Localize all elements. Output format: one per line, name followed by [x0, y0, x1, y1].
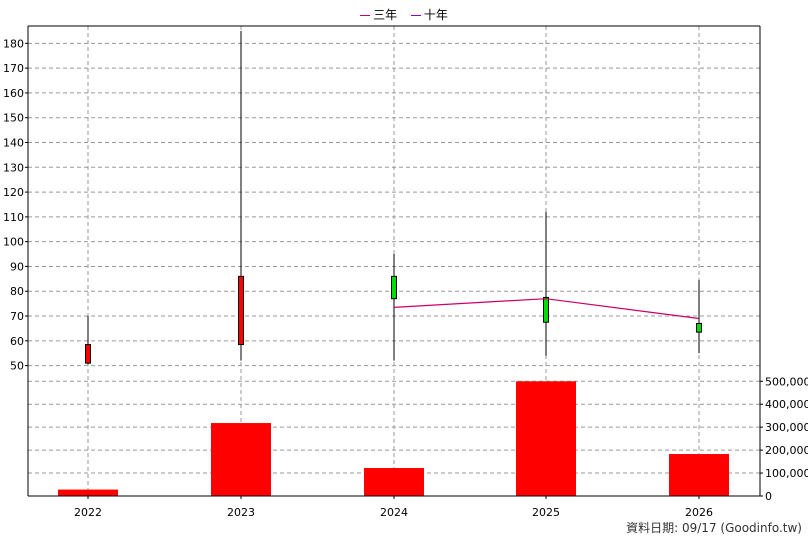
price-tick-label: 130 [3, 161, 24, 174]
price-tick-label: 70 [10, 310, 24, 323]
legend: 三年 十年 [0, 6, 808, 23]
legend-item-3yr: 三年 [360, 6, 397, 23]
candle-body [238, 275, 244, 346]
x-tick-label: 2023 [227, 506, 255, 519]
legend-label-3yr: 三年 [373, 8, 398, 22]
price-tick-label: 50 [10, 360, 24, 373]
legend-swatch-3yr [360, 15, 371, 16]
price-tick-label: 160 [3, 87, 24, 100]
price-tick-label: 90 [10, 260, 24, 273]
volume-tick-label: 400,000 [765, 398, 808, 411]
price-tick-label: 120 [3, 186, 24, 199]
volume-tick-label: 300,000 [765, 421, 808, 434]
volume-tick-label: 0 [765, 490, 772, 503]
price-tick-label: 170 [3, 62, 24, 75]
price-tick-label: 180 [3, 37, 24, 50]
volume-bar [364, 468, 424, 496]
volume-bar [58, 489, 118, 496]
volume-bar [669, 454, 729, 496]
candle-body [391, 275, 397, 300]
volume-tick-label: 500,000 [765, 375, 808, 388]
legend-item-10yr: 十年 [410, 6, 448, 23]
x-tick-label: 2026 [685, 506, 713, 519]
price-tick-label: 80 [10, 285, 24, 298]
legend-swatch-10yr [410, 15, 421, 16]
candle-body [696, 322, 702, 333]
volume-bar [516, 381, 576, 496]
price-tick-label: 110 [3, 211, 24, 224]
x-tick-label: 2022 [74, 506, 102, 519]
volume-tick-label: 100,000 [765, 467, 808, 480]
price-tick-label: 140 [3, 137, 24, 150]
price-tick-label: 150 [3, 112, 24, 125]
price-tick-label: 60 [10, 335, 24, 348]
legend-label-10yr: 十年 [423, 8, 448, 22]
price-tick-label: 100 [3, 236, 24, 249]
moving-average-line [393, 298, 700, 320]
volume-bar [211, 423, 271, 496]
x-tick-label: 2025 [532, 506, 560, 519]
data-date-footer: 資料日期: 09/17 (Goodinfo.tw) [626, 521, 802, 535]
candle-body [85, 344, 91, 364]
candle-body [543, 296, 549, 323]
volume-tick-label: 200,000 [765, 444, 808, 457]
x-tick-label: 2024 [380, 506, 408, 519]
